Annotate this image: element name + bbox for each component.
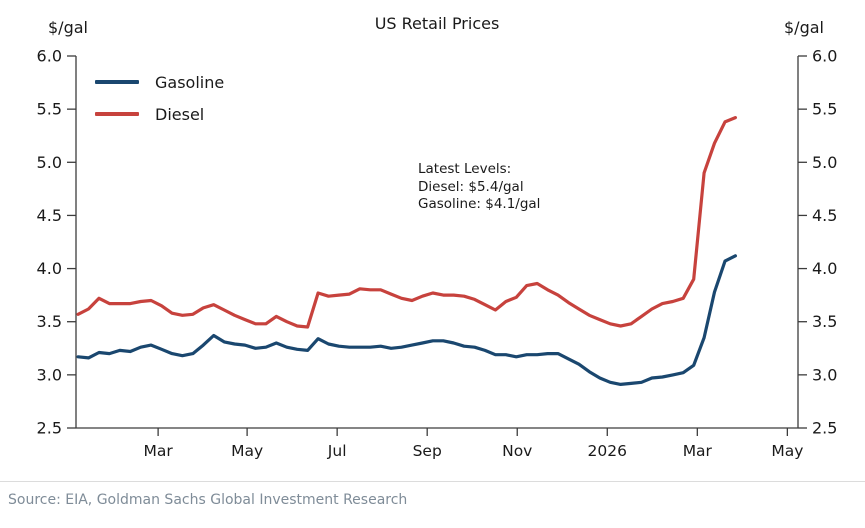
svg-text:3.5: 3.5	[37, 312, 62, 331]
svg-text:Sep: Sep	[413, 442, 442, 460]
svg-text:4.0: 4.0	[812, 259, 837, 278]
legend-label-diesel: Diesel	[155, 104, 205, 124]
svg-text:May: May	[771, 442, 803, 460]
legend-item-gasoline: Gasoline	[95, 66, 224, 98]
x-axis: Mar May Jul Sep Nov 2026 Mar May	[76, 427, 803, 460]
svg-text:5.5: 5.5	[37, 100, 62, 119]
svg-text:Mar: Mar	[143, 442, 173, 460]
gasoline-line	[76, 254, 738, 386]
annotation-line-3: Gasoline: $4.1/gal	[418, 196, 541, 212]
source-attribution: Source: EIA, Goldman Sachs Global Invest…	[8, 492, 408, 508]
legend-item-diesel: Diesel	[95, 98, 224, 130]
y-axis-left: 2.5 3.0 3.5 4.0 4.5 5.0 5.5 6.0	[37, 47, 77, 438]
svg-text:4.0: 4.0	[37, 259, 62, 278]
legend-label-gasoline: Gasoline	[155, 72, 225, 92]
legend: Gasoline Diesel	[95, 66, 224, 130]
svg-text:6.0: 6.0	[37, 47, 62, 66]
annotation-line-1: Latest Levels:	[418, 161, 512, 177]
svg-text:Mar: Mar	[683, 442, 713, 460]
latest-levels-annotation: Latest Levels: Diesel: $5.4/gal Gasoline…	[418, 161, 540, 214]
svg-text:6.0: 6.0	[812, 47, 837, 66]
left-axis-unit-label: $/gal	[48, 18, 88, 37]
footer-divider	[0, 481, 865, 482]
chart-title: US Retail Prices	[374, 14, 500, 33]
svg-text:2.5: 2.5	[37, 419, 62, 438]
svg-text:3.0: 3.0	[37, 365, 62, 384]
gasoline-line-swatch	[95, 80, 139, 84]
y-axis-right: 2.5 3.0 3.5 4.0 4.5 5.0 5.5 6.0	[797, 47, 837, 438]
svg-text:4.5: 4.5	[812, 206, 837, 225]
annotation-line-2: Diesel: $5.4/gal	[418, 178, 524, 195]
diesel-line-swatch	[95, 112, 139, 116]
svg-text:3.0: 3.0	[812, 365, 837, 384]
svg-text:Nov: Nov	[502, 442, 532, 460]
diesel-line	[76, 115, 738, 329]
svg-text:5.0: 5.0	[37, 153, 62, 172]
svg-text:3.5: 3.5	[812, 312, 837, 331]
svg-text:5.5: 5.5	[812, 100, 837, 119]
svg-text:2.5: 2.5	[812, 419, 837, 438]
svg-text:5.0: 5.0	[812, 153, 837, 172]
svg-text:Jul: Jul	[327, 442, 347, 460]
svg-text:May: May	[231, 442, 263, 460]
svg-text:4.5: 4.5	[37, 206, 62, 225]
right-axis-unit-label: $/gal	[784, 18, 824, 37]
svg-text:2026: 2026	[588, 442, 627, 460]
